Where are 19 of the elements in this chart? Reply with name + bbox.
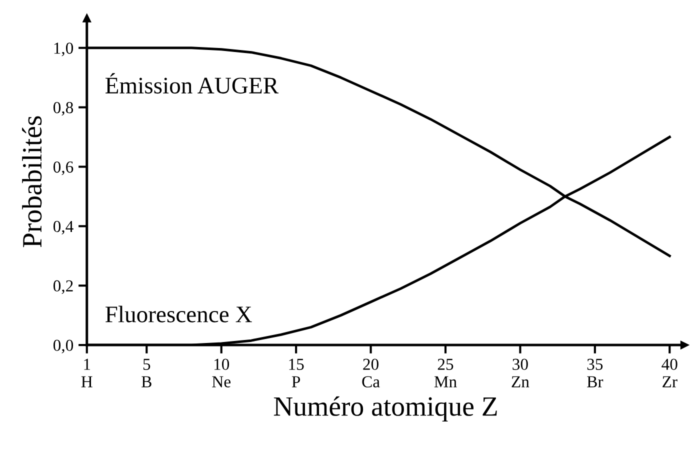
y-tick-label: 0,0 [53,340,74,354]
x-tick-label: 25 Mn [434,358,457,388]
x-tick-label: 30 Zn [512,358,530,388]
y-tick-label: 0,4 [53,220,74,235]
x-tick-label: 15 P [289,358,304,388]
series-label: Fluorescence X [105,306,252,322]
y-tick-label: 1,0 [54,42,74,56]
y-tick-label: 0,2 [53,280,73,294]
x-tick-label: 1 H [81,358,92,388]
series-label: Émission AUGER [105,73,279,94]
x-tick-label: 35 Br [587,358,604,388]
x-tick-label: 10 Ne [212,358,230,388]
x-tick-label: 5 B [142,358,152,388]
x-tick-label: 20 Ca [362,358,380,388]
x-tick-label: 40 Zr [662,358,678,388]
x-axis-title: Numéro atomique Z [274,396,497,422]
y-axis-title: Probabilités [22,116,42,248]
y-tick-label: 0,8 [53,102,74,116]
y-tick-label: 0,6 [53,161,74,176]
